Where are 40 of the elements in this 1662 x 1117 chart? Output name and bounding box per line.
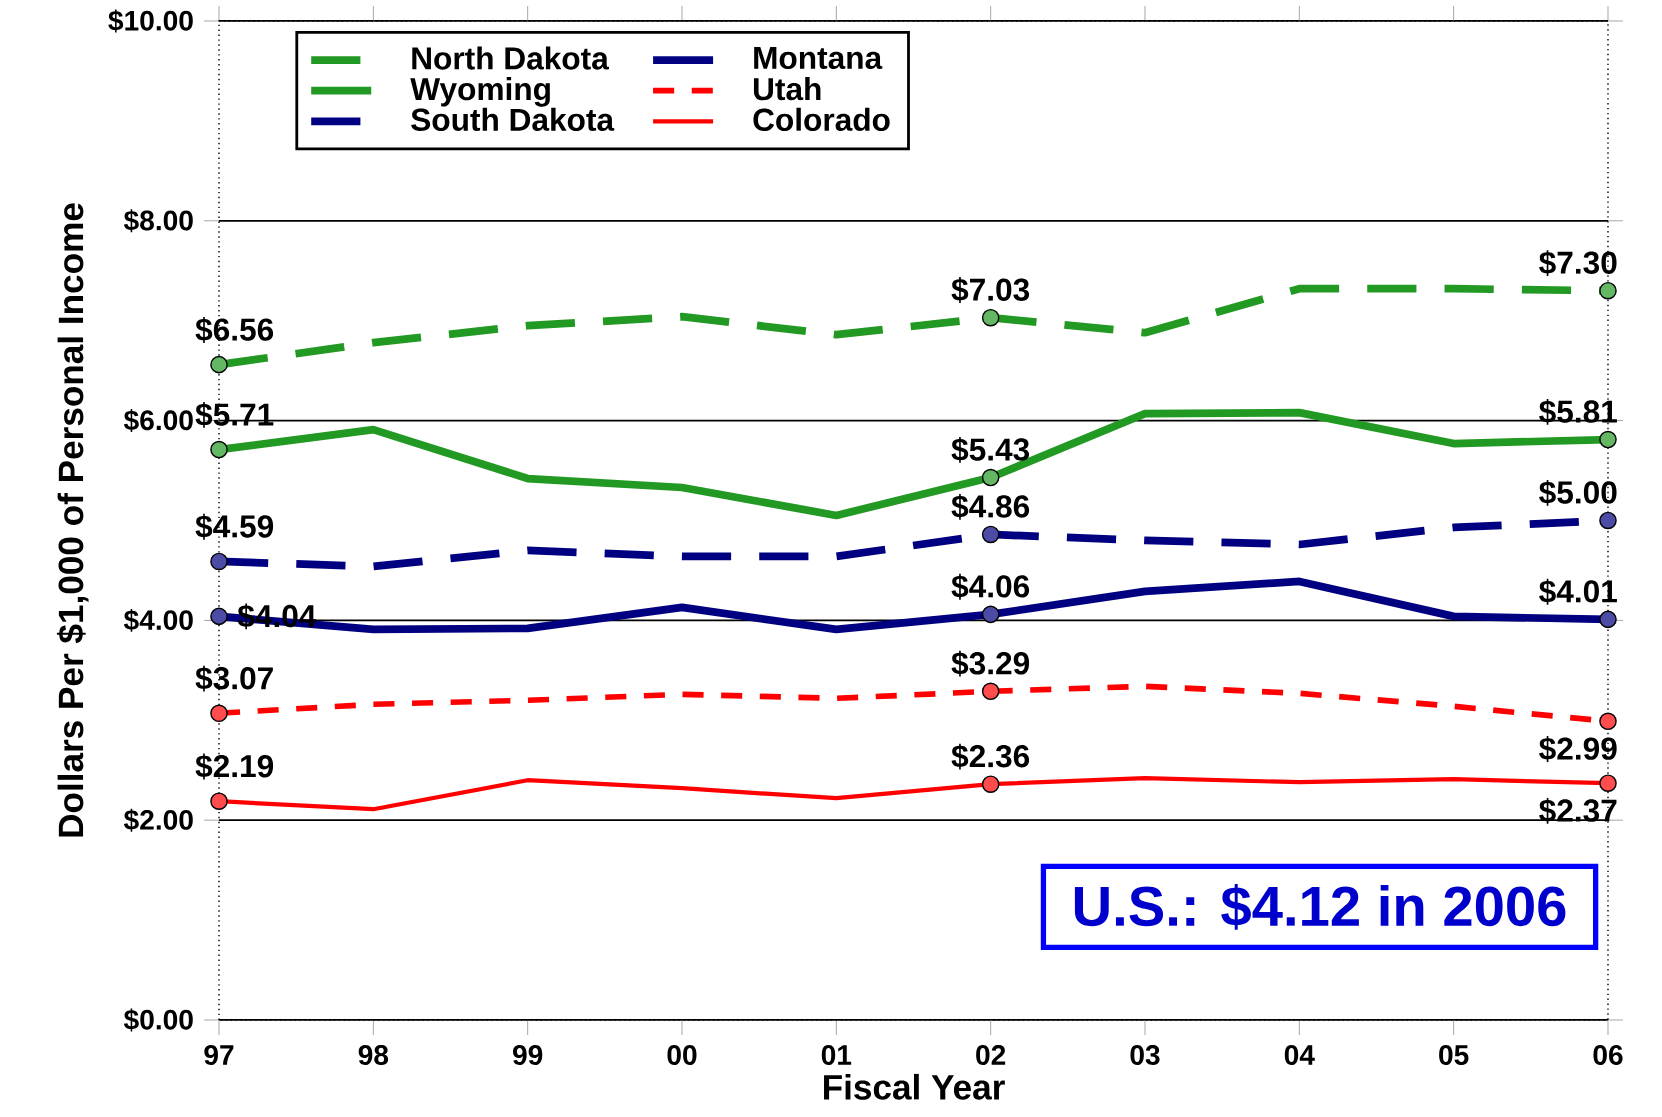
data-label: $2.99 bbox=[1539, 736, 1617, 762]
legend-label: Utah bbox=[753, 77, 821, 101]
data-label: $4.06 bbox=[951, 573, 1030, 600]
y-tick-label: $8.00 bbox=[123, 209, 193, 233]
data-label: $7.30 bbox=[1539, 250, 1617, 276]
y-tick-label: $10.00 bbox=[108, 9, 193, 33]
data-label: $6.56 bbox=[195, 317, 274, 343]
data-label: $4.04 bbox=[237, 603, 317, 630]
legend-label: North Dakota bbox=[412, 46, 609, 70]
data-label: $5.00 bbox=[1539, 479, 1617, 506]
data-label: $4.59 bbox=[195, 513, 274, 540]
data-label: $4.86 bbox=[951, 493, 1030, 520]
x-tick-label: 03 bbox=[1130, 1045, 1160, 1066]
data-label: $3.07 bbox=[195, 665, 273, 692]
legend-label: Wyoming bbox=[410, 77, 550, 107]
annotation: U.S.: $4.12 in 2006 bbox=[1074, 883, 1566, 930]
y-tick-label: $6.00 bbox=[123, 409, 193, 433]
y-axis-title: Dollars Per $1,000 of Personal Income bbox=[56, 203, 89, 837]
y-tick-label: $4.00 bbox=[123, 608, 193, 632]
data-label: $3.29 bbox=[951, 650, 1030, 677]
x-tick-label: 98 bbox=[358, 1045, 389, 1065]
data-label: $5.43 bbox=[951, 436, 1030, 463]
y-tick-label: $0.00 bbox=[123, 1008, 193, 1032]
y-tick-label: $2.00 bbox=[123, 808, 193, 832]
x-tick-label: 05 bbox=[1439, 1045, 1469, 1065]
data-label: $4.01 bbox=[1539, 578, 1617, 605]
x-tick-label: 02 bbox=[976, 1045, 1006, 1065]
data-label: $7.03 bbox=[951, 277, 1030, 303]
x-tick-label: 00 bbox=[667, 1045, 697, 1065]
x-tick-label: 97 bbox=[204, 1045, 234, 1065]
data-label: $2.19 bbox=[195, 753, 274, 780]
x-tick-label: 99 bbox=[513, 1045, 543, 1065]
x-tick-label: 01 bbox=[821, 1045, 852, 1065]
legend-label: South Dakota bbox=[411, 107, 615, 131]
data-label: $2.36 bbox=[951, 743, 1030, 770]
x-tick-label: 04 bbox=[1284, 1045, 1315, 1065]
x-tick-label: 06 bbox=[1593, 1045, 1623, 1065]
x-axis-title: Fiscal Year bbox=[824, 1073, 1005, 1100]
legend-label: Montana bbox=[754, 47, 883, 70]
legend-label: Colorado bbox=[753, 107, 890, 131]
